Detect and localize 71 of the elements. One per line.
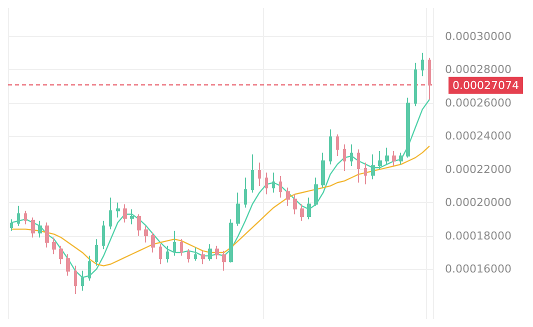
ref-line-label: 0.00027074 <box>452 78 519 92</box>
candlestick <box>24 210 27 225</box>
candlestick <box>321 152 325 188</box>
candlestick <box>59 245 63 265</box>
candlestick <box>159 244 162 265</box>
candlestick <box>350 144 353 166</box>
candlestick <box>116 202 120 218</box>
candlestick <box>222 250 226 272</box>
candlestick <box>378 150 382 170</box>
candlestick <box>52 237 56 255</box>
y-tick-label: 0.00020000 <box>445 196 512 210</box>
y-tick-label: 0.00016000 <box>445 262 512 276</box>
candlestick <box>336 134 339 157</box>
candlestick <box>201 250 205 265</box>
candlestick <box>137 214 141 236</box>
candlestick <box>151 232 155 253</box>
candlestick <box>343 144 346 172</box>
candlestick <box>88 255 91 282</box>
candlestick <box>95 238 98 266</box>
candlestick <box>17 205 20 226</box>
candlestick <box>144 225 148 243</box>
y-tick-label: 0.00018000 <box>445 229 512 242</box>
candlestick <box>399 152 403 165</box>
candlestick <box>215 245 219 260</box>
candlestick <box>428 57 431 100</box>
y-tick-label: 0.00028000 <box>445 63 512 76</box>
candlestick <box>414 62 417 107</box>
candlestick <box>74 265 77 295</box>
candlestick <box>314 177 318 206</box>
candlestick <box>364 162 367 185</box>
candlestick <box>371 154 375 180</box>
candlestick <box>130 208 134 225</box>
y-tick-label: 0.00026000 <box>445 96 512 110</box>
candlestick <box>229 218 233 263</box>
line-series <box>10 98 430 278</box>
candlestick <box>123 204 127 224</box>
candlestick <box>421 52 424 77</box>
candlestick <box>66 254 70 276</box>
candlestick <box>38 220 42 238</box>
candlestick <box>251 154 254 194</box>
candlestick <box>279 175 282 198</box>
candlestick <box>208 244 212 262</box>
candlestick <box>187 248 190 263</box>
candlestick <box>300 204 304 222</box>
y-tick-label: 0.00030000 <box>445 30 512 43</box>
candlestick <box>31 217 35 238</box>
candlestick <box>109 197 112 230</box>
candlestick <box>357 148 360 184</box>
candlestick <box>180 238 183 256</box>
candlestick <box>272 172 275 194</box>
candlestick <box>307 197 311 220</box>
candlestick <box>286 187 290 206</box>
candlestick <box>265 172 268 195</box>
candlestick <box>45 222 49 248</box>
candlestick <box>406 97 410 158</box>
candlestick <box>10 218 13 232</box>
y-tick-label: 0.00024000 <box>445 130 512 143</box>
candlestick <box>293 194 297 215</box>
y-tick-label: 0.00022000 <box>445 162 512 176</box>
candlestick <box>392 150 396 166</box>
candlestick <box>329 128 332 165</box>
candlestick <box>236 192 240 226</box>
candlestick <box>81 270 84 292</box>
line-series <box>10 145 430 266</box>
candlestick <box>244 177 247 208</box>
candlestick <box>166 245 169 263</box>
candlestick <box>102 220 105 250</box>
candlestick <box>194 246 197 262</box>
candlestick <box>385 147 389 165</box>
candlestick <box>173 230 176 256</box>
candlestick <box>258 162 261 186</box>
